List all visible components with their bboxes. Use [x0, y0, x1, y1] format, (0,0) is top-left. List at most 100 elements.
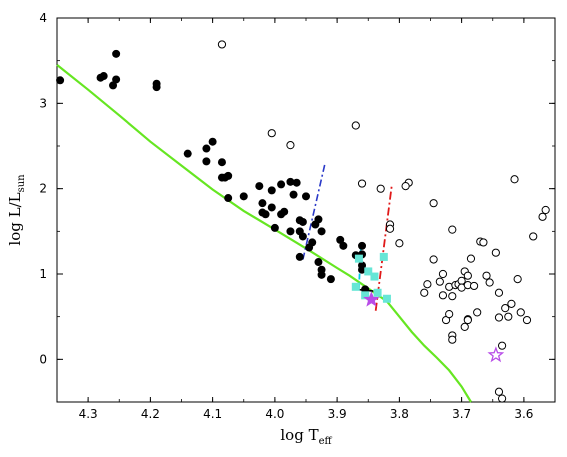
filled-circle-point [202, 144, 211, 153]
filled-circle-point [326, 275, 335, 284]
open-circle-point [423, 280, 432, 289]
open-circle-point [401, 182, 410, 191]
open-circle-point [504, 312, 513, 321]
open-circle-point [286, 141, 295, 150]
x-tick-label: 3.9 [328, 407, 347, 421]
x-tick-label: 3.7 [452, 407, 471, 421]
y-tick-label: 2 [39, 182, 47, 196]
open-circle-point [497, 394, 507, 403]
square-point [364, 267, 373, 276]
open-circle-point [522, 315, 532, 325]
open-star-point [487, 346, 505, 363]
open-circle-point [435, 277, 444, 286]
x-tick-label: 4.3 [79, 407, 98, 421]
filled-circle-point [267, 203, 276, 212]
x-tick-label: 3.6 [514, 407, 533, 421]
y-axis-label: log L/Lsun [6, 174, 27, 246]
open-circle-point [491, 248, 500, 257]
plot-area [56, 17, 556, 403]
filled-circle-point [217, 158, 226, 167]
filled-circle-point [295, 252, 304, 261]
open-circle-point [473, 308, 482, 317]
filled-circle-point [286, 227, 295, 236]
lines-layer [56, 64, 472, 403]
y-tick-label: 0 [39, 352, 47, 366]
filled-circle-point [152, 83, 161, 92]
filled-circle-point [112, 75, 121, 84]
filled-circle-point [317, 227, 326, 236]
filled-circle-point [56, 76, 65, 85]
square-point [373, 288, 382, 297]
y-axis-label-main: log L/L [6, 192, 24, 245]
open-circle-point [385, 224, 395, 233]
open-circle-point [479, 238, 488, 247]
open-circle-point [466, 254, 476, 263]
square-point [382, 294, 391, 303]
filled-star-point [363, 290, 380, 307]
filled-circle-point [261, 210, 270, 219]
open-circle-point [497, 341, 507, 350]
open-circle-point [494, 387, 504, 396]
filled-circle-point [224, 194, 233, 203]
filled-circle-point [302, 192, 310, 201]
plot-frame [56, 17, 556, 403]
open-circle-point [376, 184, 385, 193]
filled-circle-point [339, 241, 348, 250]
open-circle-point [460, 322, 469, 332]
open-circle-point [541, 205, 550, 215]
filled-circle-point [336, 235, 345, 244]
open-circle-point [357, 179, 367, 188]
open-circle-point [267, 129, 276, 138]
open-circle-point [217, 40, 227, 49]
open-circle-point [429, 255, 438, 264]
open-circle-point [529, 232, 538, 241]
filled-circle-point [298, 232, 307, 241]
open-circle-point [510, 175, 519, 184]
filled-circle-point [183, 149, 192, 158]
open-circle-point [420, 288, 429, 297]
x-tick-label: 4.2 [141, 407, 160, 421]
open-circle-point [351, 121, 360, 130]
filled-circle-point [112, 49, 121, 58]
filled-circle-point [202, 157, 211, 166]
open-circle-point [438, 269, 448, 279]
x-axis-label-sub: eff [319, 436, 333, 447]
filled-circle-point [258, 199, 267, 208]
filled-circle-point [99, 72, 108, 81]
filled-circle-point [224, 171, 233, 180]
open-circle-point [538, 212, 547, 221]
square-point [351, 282, 360, 291]
y-tick-label: 1 [39, 267, 47, 281]
filled-circle-point [239, 192, 248, 201]
open-circle-point [516, 308, 525, 317]
x-tick-label: 4.0 [265, 407, 284, 421]
open-circle-point [445, 310, 454, 319]
open-circle-point [395, 239, 404, 248]
open-circle-point [438, 291, 448, 300]
open-circle-point [448, 292, 457, 301]
open-circle-point [448, 335, 457, 344]
y-axis-ticks: 0 1 2 3 4 [39, 11, 555, 403]
square-point [361, 291, 370, 300]
y-tick-label: 3 [39, 96, 47, 110]
open-circle-point [463, 315, 472, 325]
filled-circle-point [298, 217, 307, 226]
open-circle-point [507, 299, 516, 308]
open-circle-point [485, 278, 494, 287]
square-point [370, 272, 379, 281]
y-axis-label-sub: sun [16, 174, 27, 193]
open-circle-point [494, 288, 504, 297]
filled-circle-point [314, 215, 323, 224]
filled-circle-point [255, 182, 264, 191]
x-axis-label: log Teff [280, 426, 332, 447]
open-circle-point [494, 313, 504, 322]
x-tick-label: 3.8 [390, 407, 409, 421]
open-circle-point [429, 199, 438, 208]
open-circle-point [469, 281, 479, 291]
points-layer [56, 40, 550, 403]
filled-circle-point [280, 207, 289, 216]
filled-circle-point [277, 180, 286, 189]
filled-circle-point [314, 258, 323, 267]
y-tick-label: 4 [39, 11, 47, 25]
